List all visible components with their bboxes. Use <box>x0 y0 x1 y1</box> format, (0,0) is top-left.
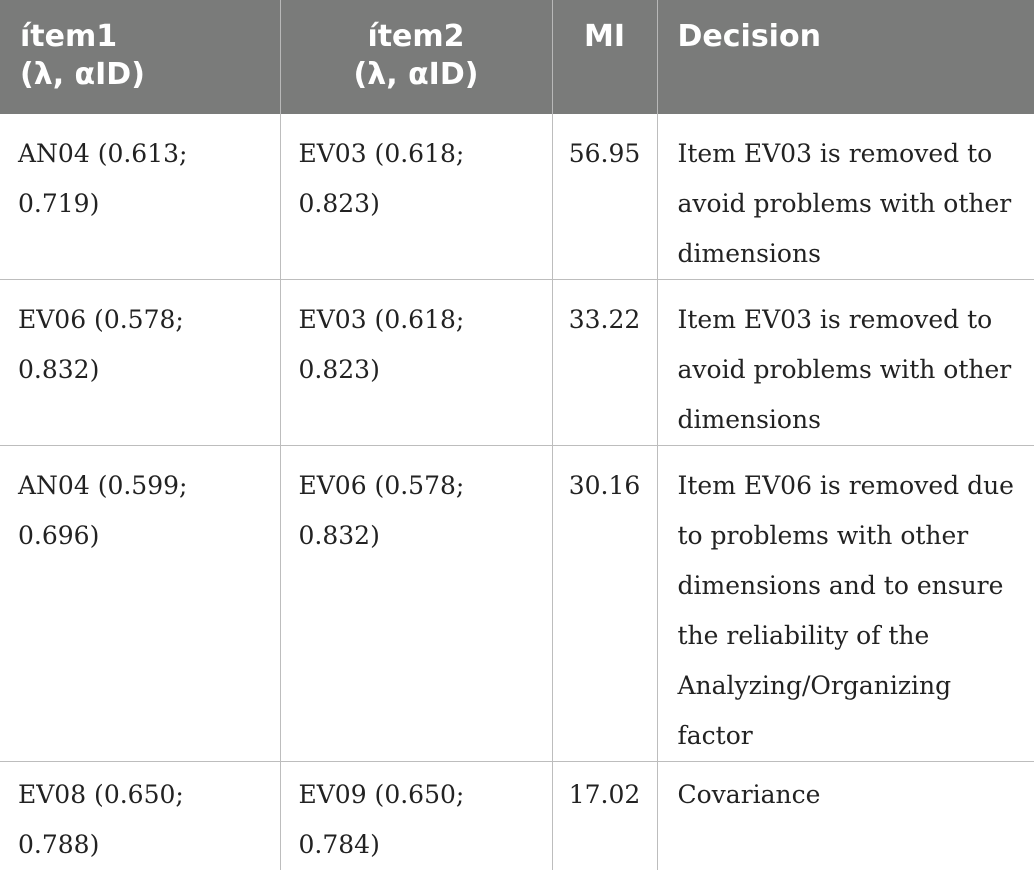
table-row: AN04 (0.599; 0.696) EV06 (0.578; 0.832) … <box>0 446 1034 762</box>
cell-decision: Covariance <box>657 762 1034 870</box>
cell-decision: Item EV03 is removed to avoid problems w… <box>657 114 1034 280</box>
cell-mi: 56.95 <box>552 114 657 280</box>
cell-mi: 17.02 <box>552 762 657 870</box>
cell-item2: EV06 (0.578; 0.832) <box>280 446 552 762</box>
header-item1: ítem1 (λ, αID) <box>0 0 280 114</box>
header-item1-params: (λ, αID) <box>20 57 145 92</box>
cell-mi: 30.16 <box>552 446 657 762</box>
header-item2: ítem2 (λ, αID) <box>280 0 552 114</box>
cell-item2: EV03 (0.618; 0.823) <box>280 114 552 280</box>
cell-item2: EV09 (0.650; 0.784) <box>280 762 552 870</box>
header-decision: Decision <box>657 0 1034 114</box>
header-row: ítem1 (λ, αID) ítem2 (λ, αID) MI Decisio… <box>0 0 1034 114</box>
header-item1-name: ítem1 <box>20 19 117 54</box>
table-body: AN04 (0.613; 0.719) EV03 (0.618; 0.823) … <box>0 114 1034 870</box>
cell-mi: 33.22 <box>552 280 657 446</box>
header-item2-name: ítem2 <box>367 19 464 54</box>
cell-item1: EV08 (0.650; 0.788) <box>0 762 280 870</box>
table-header: ítem1 (λ, αID) ítem2 (λ, αID) MI Decisio… <box>0 0 1034 114</box>
header-item2-params: (λ, αID) <box>354 57 479 92</box>
table-row: EV08 (0.650; 0.788) EV09 (0.650; 0.784) … <box>0 762 1034 870</box>
cell-item1: EV06 (0.578; 0.832) <box>0 280 280 446</box>
cell-item1: AN04 (0.613; 0.719) <box>0 114 280 280</box>
table-row: EV06 (0.578; 0.832) EV03 (0.618; 0.823) … <box>0 280 1034 446</box>
cell-decision: Item EV03 is removed to avoid problems w… <box>657 280 1034 446</box>
cell-decision: Item EV06 is removed due to problems wit… <box>657 446 1034 762</box>
table-row: AN04 (0.613; 0.719) EV03 (0.618; 0.823) … <box>0 114 1034 280</box>
cell-item1: AN04 (0.599; 0.696) <box>0 446 280 762</box>
cell-item2: EV03 (0.618; 0.823) <box>280 280 552 446</box>
header-mi: MI <box>552 0 657 114</box>
